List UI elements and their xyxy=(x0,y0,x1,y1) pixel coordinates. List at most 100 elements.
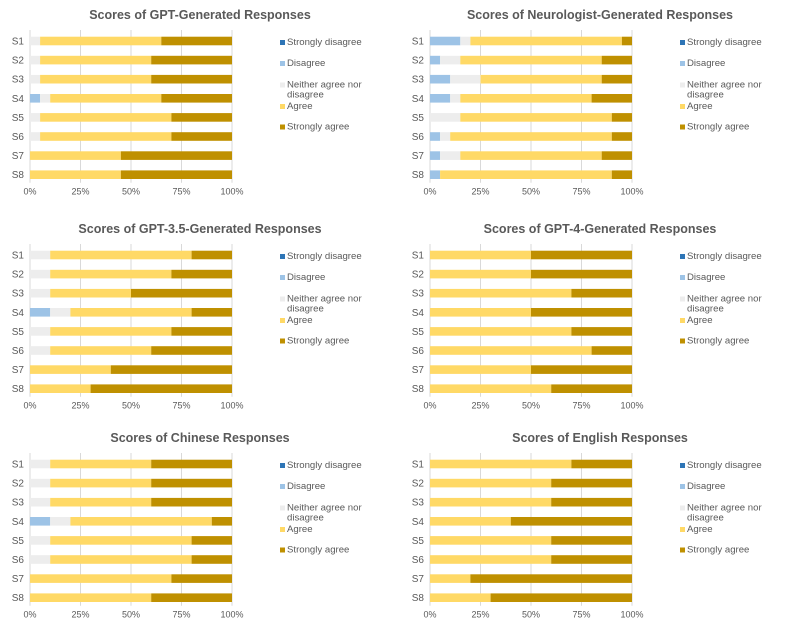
legend-label-agree: Agree xyxy=(687,315,713,326)
category-label: S1 xyxy=(412,251,425,262)
bar-segment-agree xyxy=(50,250,192,260)
bar-segment-neither-agree-nor-disagree xyxy=(50,517,71,526)
x-tick-label: 75% xyxy=(572,187,590,197)
category-label: S8 xyxy=(12,593,25,604)
bar-segment-strongly-agree xyxy=(611,132,632,141)
bar-segment-agree xyxy=(460,94,592,103)
bar-segment-strongly-agree xyxy=(601,151,632,160)
x-tick-label: 50% xyxy=(522,187,540,197)
legend-swatch-strongly-agree xyxy=(280,124,285,130)
bar-segment-agree xyxy=(30,365,111,374)
legend-swatch-strongly-agree xyxy=(280,547,285,553)
bar-segment-agree xyxy=(480,74,602,84)
category-label: S2 xyxy=(412,56,425,67)
chart-title: Scores of GPT-Generated Responses xyxy=(89,8,311,22)
bar-segment-agree xyxy=(50,497,152,507)
category-label: S2 xyxy=(12,270,25,281)
legend-label-line: disagree xyxy=(687,304,724,315)
bar-segment-strongly-agree xyxy=(161,94,232,103)
category-label: S1 xyxy=(412,460,425,471)
bar-segment-neither-agree-nor-disagree xyxy=(450,74,481,84)
bar-segment-agree xyxy=(430,517,511,526)
legend-swatch-strongly-agree xyxy=(280,338,285,344)
bar-segment-agree xyxy=(430,536,552,545)
bar-segment-strongly-agree xyxy=(171,574,232,583)
bar-segment-agree xyxy=(30,574,172,583)
x-tick-label: 75% xyxy=(172,187,190,197)
legend-label-disagree: Disagree xyxy=(287,481,325,492)
category-label: S4 xyxy=(12,517,25,528)
bar-segment-agree xyxy=(470,36,622,46)
x-tick-label: 75% xyxy=(572,610,590,620)
legend-label-strongly-agree: Strongly agree xyxy=(687,545,749,556)
legend-swatch-agree xyxy=(680,527,685,532)
bar-segment-agree xyxy=(430,459,572,469)
legend-label-agree: Agree xyxy=(687,101,713,112)
legend-label-strongly-agree: Strongly agree xyxy=(687,122,749,133)
x-tick-label: 100% xyxy=(620,401,643,411)
legend-label-disagree: Disagree xyxy=(287,58,325,69)
legend-swatch-strongly-disagree xyxy=(680,40,685,45)
bar-segment-strongly-agree xyxy=(171,113,232,122)
legend-swatch-strongly-disagree xyxy=(680,254,685,259)
bar-segment-strongly-agree xyxy=(90,384,232,393)
legend-label-disagree: Disagree xyxy=(287,272,325,283)
bar-segment-agree xyxy=(430,346,592,355)
category-label: S2 xyxy=(12,56,25,67)
x-tick-label: 50% xyxy=(122,610,140,620)
category-label: S7 xyxy=(12,365,25,376)
legend-label-strongly-agree: Strongly agree xyxy=(287,122,349,133)
bar-segment-neither-agree-nor-disagree xyxy=(50,308,71,317)
legend-label-line: disagree xyxy=(687,90,724,101)
bar-segment-neither-agree-nor-disagree xyxy=(30,288,51,298)
x-tick-label: 0% xyxy=(23,610,36,620)
bar-segment-agree xyxy=(50,459,152,469)
legend-label-strongly-disagree: Strongly disagree xyxy=(287,460,362,471)
bar-segment-strongly-agree xyxy=(531,365,632,374)
legend-label-neither-agree-nor-disagree: Neither agree nor disagree xyxy=(287,80,362,101)
bar-segment-strongly-agree xyxy=(551,497,632,507)
bar-segment-strongly-agree xyxy=(591,346,632,355)
bar-segment-agree xyxy=(430,478,552,488)
bar-segment-neither-agree-nor-disagree xyxy=(30,327,51,336)
bar-segment-agree xyxy=(430,269,531,279)
bar-segment-strongly-agree xyxy=(131,288,232,298)
bar-segment-neither-agree-nor-disagree xyxy=(30,55,41,65)
legend-label-neither-agree-nor-disagree: Neither agree nor disagree xyxy=(687,503,762,524)
legend-label-neither-agree-nor-disagree: Neither agree nor disagree xyxy=(687,294,762,315)
legend-swatch-agree xyxy=(680,318,685,323)
legend-swatch-neither-agree-nor-disagree xyxy=(280,505,285,511)
category-label: S4 xyxy=(412,517,425,528)
bar-segment-agree xyxy=(430,365,531,374)
legend-swatch-strongly-agree xyxy=(680,124,685,130)
bar-segment-strongly-agree xyxy=(151,459,232,469)
bar-segment-agree xyxy=(430,574,471,583)
category-label: S6 xyxy=(12,555,25,566)
category-label: S6 xyxy=(412,555,425,566)
x-tick-label: 25% xyxy=(71,610,89,620)
bar-segment-strongly-agree xyxy=(601,74,632,84)
legend-swatch-neither-agree-nor-disagree xyxy=(680,505,685,511)
chart-title: Scores of GPT-4-Generated Responses xyxy=(484,222,717,236)
bar-segment-neither-agree-nor-disagree xyxy=(30,74,41,84)
category-label: S3 xyxy=(412,289,425,300)
bar-segment-neither-agree-nor-disagree xyxy=(30,536,51,545)
bar-segment-strongly-agree xyxy=(171,132,232,141)
legend-label-line: disagree xyxy=(687,513,724,524)
legend-swatch-disagree xyxy=(280,61,285,66)
bar-segment-neither-agree-nor-disagree xyxy=(30,555,51,564)
legend-label-line: Neither agree nor xyxy=(687,80,762,91)
bar-segment-agree xyxy=(40,74,152,84)
category-label: S3 xyxy=(412,75,425,86)
bar-segment-strongly-agree xyxy=(571,327,632,336)
bar-segment-strongly-agree xyxy=(571,288,632,298)
legend-label-neither-agree-nor-disagree: Neither agree nor disagree xyxy=(287,294,362,315)
bar-segment-neither-agree-nor-disagree xyxy=(430,113,461,122)
legend-label-agree: Agree xyxy=(287,524,313,535)
bar-segment-neither-agree-nor-disagree xyxy=(30,346,51,355)
chart-title: Scores of Chinese Responses xyxy=(110,431,289,445)
bar-segment-neither-agree-nor-disagree xyxy=(460,36,471,46)
category-label: S5 xyxy=(12,113,25,124)
legend-label-line: Neither agree nor xyxy=(287,294,362,305)
x-tick-label: 25% xyxy=(471,401,489,411)
